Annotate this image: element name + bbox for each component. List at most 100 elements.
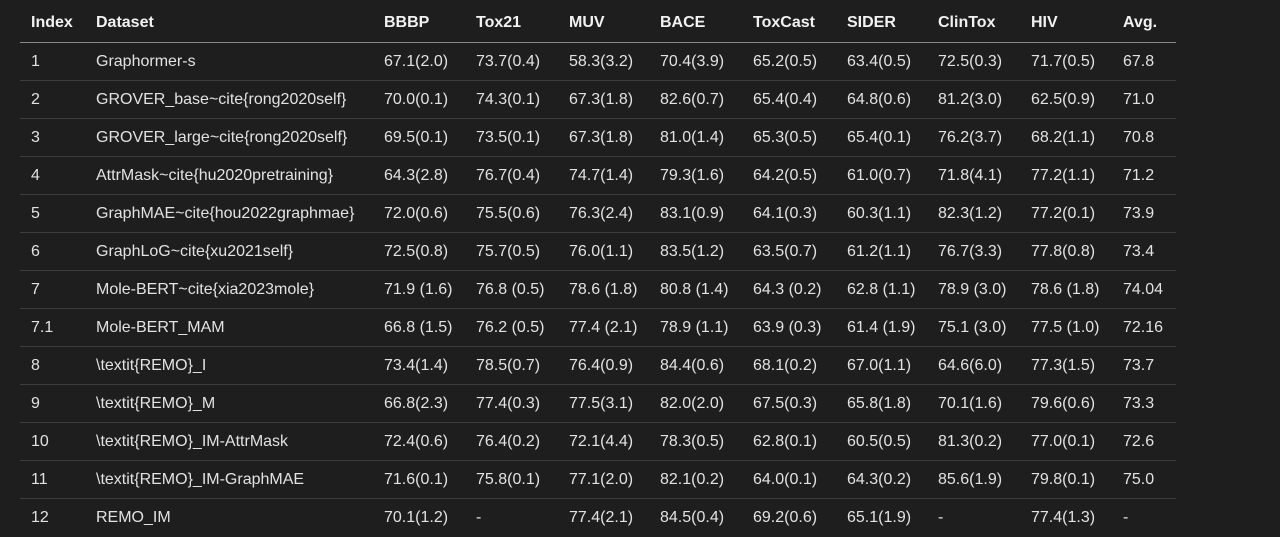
avg-cell: 74.04 [1112,270,1176,309]
hiv-cell: 79.6(0.6) [1020,384,1112,423]
table-row: 5 GraphMAE~cite{hou2022graphmae} 72.0(0.6)… [20,194,1176,233]
index-cell: 11 [20,460,85,499]
bace-cell: 82.1(0.2) [649,460,742,499]
avg-cell: 72.6 [1112,422,1176,461]
muv-cell: 77.5(3.1) [558,384,649,423]
dataset-cell: \textit{REMO}_I [85,346,373,385]
muv-cell: 67.3(1.8) [558,118,649,157]
clintox-cell: 81.3(0.2) [927,422,1020,461]
clintox-cell: 76.2(3.7) [927,118,1020,157]
table-row: 1 Graphormer-s 67.1(2.0) 73.7(0.4) 58.3(3.2)… [20,42,1176,81]
dataset-cell: GraphMAE~cite{hou2022graphmae} [85,194,373,233]
clintox-cell: 75.1 (3.0) [927,308,1020,347]
muv-cell: 77.4 (2.1) [558,308,649,347]
dataset-cell: GROVER_large~cite{rong2020self} [85,118,373,157]
toxcast-cell: 68.1(0.2) [742,346,836,385]
clintox-cell: 70.1(1.6) [927,384,1020,423]
bbbp-cell: 71.6(0.1) [373,460,465,499]
hiv-cell: 78.6 (1.8) [1020,270,1112,309]
tox21-cell: 77.4(0.3) [465,384,558,423]
bbbp-cell: 72.4(0.6) [373,422,465,461]
sider-cell: 64.8(0.6) [836,80,927,119]
header-hiv: HIV [1020,4,1112,43]
bace-cell: 78.9 (1.1) [649,308,742,347]
bbbp-cell: 67.1(2.0) [373,42,465,81]
avg-cell: 72.16 [1112,308,1176,347]
dataset-cell: Graphormer-s [85,42,373,81]
toxcast-cell: 65.4(0.4) [742,80,836,119]
toxcast-cell: 62.8(0.1) [742,422,836,461]
sider-cell: 64.3(0.2) [836,460,927,499]
clintox-cell: 71.8(4.1) [927,156,1020,195]
bace-cell: 79.3(1.6) [649,156,742,195]
bace-cell: 82.6(0.7) [649,80,742,119]
tox21-cell: 73.5(0.1) [465,118,558,157]
dataset-cell: AttrMask~cite{hu2020pretraining} [85,156,373,195]
dataset-cell: \textit{REMO}_M [85,384,373,423]
table-row: 6 GraphLoG~cite{xu2021self} 72.5(0.8) 75.7(… [20,232,1176,271]
hiv-cell: 77.0(0.1) [1020,422,1112,461]
hiv-cell: 77.4(1.3) [1031,508,1096,526]
bace-cell: 81.0(1.4) [649,118,742,157]
avg-cell: 73.4 [1112,232,1176,271]
toxcast-cell: 63.5(0.7) [742,232,836,271]
sider-cell: 67.0(1.1) [836,346,927,385]
clintox-cell: 78.9 (3.0) [927,270,1020,309]
avg-cell: 75.0 [1112,460,1176,499]
clintox-cell: 81.2(3.0) [927,80,1020,119]
toxcast-cell: 64.1(0.3) [742,194,836,233]
clintox-cell: 72.5(0.3) [927,42,1020,81]
index-cell: 8 [20,346,85,385]
bace-cell: 83.5(1.2) [649,232,742,271]
table-body: 1 Graphormer-s 67.1(2.0) 73.7(0.4) 58.3(3.2)… [20,42,1176,537]
clintox-cell: 64.6(6.0) [927,346,1020,385]
index-cell: 7 [20,270,85,309]
toxcast-cell: 64.0(0.1) [742,460,836,499]
toxcast-cell: 65.2(0.5) [742,42,836,81]
tox21-cell: 75.7(0.5) [465,232,558,271]
clintox-cell: - [938,508,944,526]
bace-cell: 82.0(2.0) [649,384,742,423]
bace-cell: 83.1(0.9) [649,194,742,233]
clintox-cell: 85.6(1.9) [927,460,1020,499]
muv-cell: 76.4(0.9) [558,346,649,385]
avg-cell: 73.7 [1112,346,1176,385]
avg-cell: 73.9 [1112,194,1176,233]
sider-cell: 65.1(1.9) [847,508,912,526]
results-table: Index Dataset BBBP Tox21 MUV BACE ToxCas… [20,4,1176,536]
sider-cell: 61.4 (1.9) [836,308,927,347]
table-header: Index Dataset BBBP Tox21 MUV BACE ToxCas… [20,4,1176,43]
bbbp-cell: 64.3(2.8) [373,156,465,195]
bace-cell: 78.3(0.5) [649,422,742,461]
avg-cell: - [1123,508,1129,526]
table-row: 7.1 Mole-BERT_MAM 66.8 (1.5) 76.2 (0.5) 77.4… [20,308,1176,347]
header-index: Index [20,4,85,43]
bbbp-cell: 72.5(0.8) [373,232,465,271]
table-row: 9 \textit{REMO}_M 66.8(2.3) 77.4(0.3) 77.5(3… [20,384,1176,423]
toxcast-cell: 63.9 (0.3) [742,308,836,347]
toxcast-cell: 64.3 (0.2) [742,270,836,309]
header-dataset: Dataset [85,4,373,43]
clintox-cell: 76.7(3.3) [927,232,1020,271]
bbbp-cell: 71.9 (1.6) [373,270,465,309]
avg-cell: 67.8 [1112,42,1176,81]
index-cell: 12 [31,508,49,526]
table-row: 11 \textit{REMO}_IM-GraphMAE 71.6(0.1) 75.8… [20,460,1176,499]
index-cell: 10 [20,422,85,461]
tox21-cell: 75.5(0.6) [465,194,558,233]
toxcast-cell: 69.2(0.6) [753,508,818,526]
results-table-container: Index Dataset BBBP Tox21 MUV BACE ToxCas… [20,4,1176,536]
bbbp-cell: 72.0(0.6) [373,194,465,233]
hiv-cell: 77.8(0.8) [1020,232,1112,271]
sider-cell: 62.8 (1.1) [836,270,927,309]
muv-cell: 58.3(3.2) [558,42,649,81]
tox21-cell: 76.4(0.2) [465,422,558,461]
avg-cell: 73.3 [1112,384,1176,423]
clintox-cell: 82.3(1.2) [927,194,1020,233]
dataset-cell: GROVER_base~cite{rong2020self} [85,80,373,119]
table-row: 4 AttrMask~cite{hu2020pretraining} 64.3(2.… [20,156,1176,195]
header-toxcast: ToxCast [742,4,836,43]
sider-cell: 60.5(0.5) [836,422,927,461]
table-row: 3 GROVER_large~cite{rong2020self} 69.5(0.1… [20,118,1176,157]
dataset-cell: \textit{REMO}_IM-GraphMAE [85,460,373,499]
